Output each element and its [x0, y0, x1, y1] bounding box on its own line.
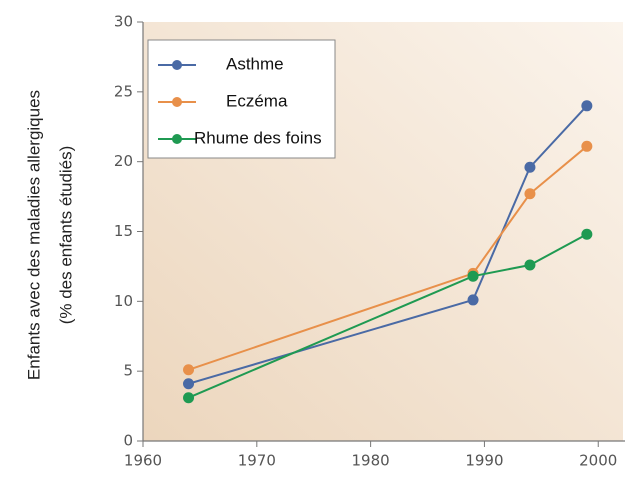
y-tick-label: 10 — [114, 292, 133, 310]
data-point — [524, 161, 536, 173]
legend-marker — [172, 60, 182, 70]
x-tick-label: 1960 — [124, 452, 162, 470]
data-point — [581, 228, 593, 240]
y-tick-label: 15 — [114, 222, 133, 240]
data-point — [581, 100, 593, 112]
legend-label: Asthme — [226, 54, 284, 73]
y-tick-label: 30 — [114, 13, 133, 31]
legend-label: Eczéma — [226, 91, 288, 110]
data-point — [467, 294, 479, 306]
y-axis-label-line: (% des enfants étudiés) — [56, 146, 75, 325]
y-tick-label: 25 — [114, 82, 133, 100]
y-tick-label: 0 — [123, 432, 133, 450]
data-point — [183, 378, 195, 390]
x-tick-label: 2000 — [579, 452, 617, 470]
legend-label: Rhume des foins — [194, 128, 322, 147]
series-line — [188, 145, 588, 371]
y-axis-label-line: Enfants avec des maladies allergiques — [24, 90, 43, 380]
y-tick-label: 5 — [123, 362, 133, 380]
x-tick-label: 1990 — [465, 452, 503, 470]
series-line — [188, 233, 588, 399]
legend: Asthme Eczéma Rhume des foins — [147, 39, 336, 159]
data-point — [467, 270, 479, 282]
data-point — [524, 259, 536, 271]
legend-marker — [172, 134, 182, 144]
y-axis-label: Enfants avec des maladies allergiques (% … — [24, 90, 75, 380]
y-tick-label: 20 — [114, 152, 133, 170]
x-tick-label: 1980 — [352, 452, 390, 470]
data-point — [183, 392, 195, 404]
legend-marker — [172, 97, 182, 107]
data-point — [524, 188, 536, 200]
x-tick-label: 1970 — [238, 452, 276, 470]
data-point — [183, 364, 195, 376]
data-point — [581, 140, 593, 152]
